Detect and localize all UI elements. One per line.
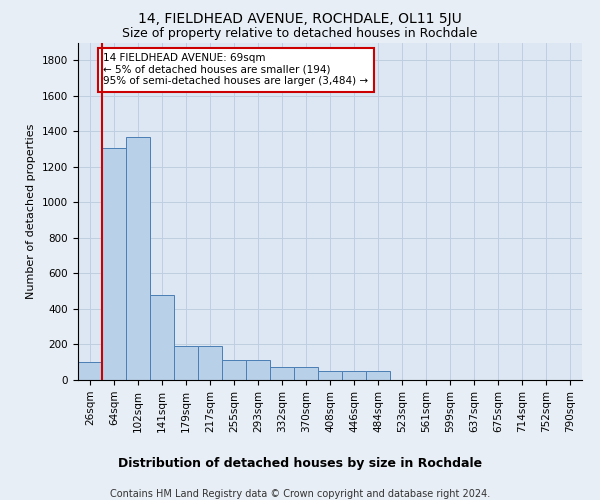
Bar — [294, 366, 318, 380]
Bar — [198, 346, 222, 380]
Text: 14 FIELDHEAD AVENUE: 69sqm
← 5% of detached houses are smaller (194)
95% of semi: 14 FIELDHEAD AVENUE: 69sqm ← 5% of detac… — [103, 53, 368, 86]
Bar — [366, 371, 390, 380]
Bar — [102, 148, 126, 380]
Bar — [318, 371, 342, 380]
Bar — [174, 346, 198, 380]
Text: 14, FIELDHEAD AVENUE, ROCHDALE, OL11 5JU: 14, FIELDHEAD AVENUE, ROCHDALE, OL11 5JU — [138, 12, 462, 26]
Bar — [150, 294, 174, 380]
Text: Contains HM Land Registry data © Crown copyright and database right 2024.
Contai: Contains HM Land Registry data © Crown c… — [88, 489, 512, 500]
Bar — [78, 362, 102, 380]
Text: Distribution of detached houses by size in Rochdale: Distribution of detached houses by size … — [118, 458, 482, 470]
Bar — [342, 371, 366, 380]
Bar — [222, 360, 246, 380]
Text: Size of property relative to detached houses in Rochdale: Size of property relative to detached ho… — [122, 28, 478, 40]
Bar — [246, 360, 270, 380]
Bar — [126, 136, 150, 380]
Bar — [270, 366, 294, 380]
Y-axis label: Number of detached properties: Number of detached properties — [26, 124, 37, 299]
